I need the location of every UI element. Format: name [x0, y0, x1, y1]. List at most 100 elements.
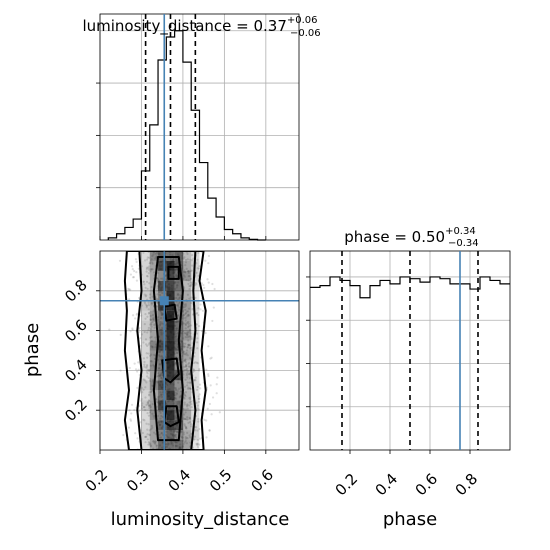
joint-point — [156, 414, 160, 418]
joint-density-cell-1-10 — [149, 340, 159, 351]
joint-point — [211, 396, 215, 399]
joint-point — [148, 404, 151, 407]
joint-point — [154, 343, 158, 346]
joint-point — [150, 268, 153, 271]
joint-point — [134, 258, 138, 261]
joint-density-cell-0-18 — [141, 260, 150, 271]
joint-point — [185, 372, 189, 375]
joint-point — [143, 365, 146, 368]
joint-point — [184, 439, 187, 443]
joint-point — [196, 442, 199, 445]
joint-point — [186, 332, 189, 335]
joint-point — [145, 304, 148, 307]
joint-point — [151, 378, 155, 381]
joint-point — [184, 308, 187, 312]
joint-point — [144, 313, 147, 316]
joint-point — [153, 431, 156, 434]
joint-point — [178, 396, 181, 399]
joint-point — [213, 287, 216, 291]
joint-point — [188, 434, 191, 437]
joint-point — [175, 296, 178, 300]
joint-point — [184, 264, 187, 267]
joint-point — [183, 423, 186, 426]
joint-point — [178, 302, 181, 305]
phase-xtick-label-2: 0.6 — [412, 470, 442, 500]
joint-point — [208, 429, 211, 432]
joint-point — [187, 279, 190, 282]
joint-point — [145, 266, 148, 269]
joint-point — [134, 368, 138, 371]
joint-point — [147, 352, 150, 355]
joint-point — [188, 381, 191, 384]
joint-point — [129, 419, 133, 422]
joint-point — [152, 317, 155, 320]
joint-point — [146, 433, 149, 436]
joint-point — [160, 431, 163, 435]
joint-point — [150, 389, 154, 392]
joint-point — [185, 442, 188, 445]
joint-point — [176, 430, 179, 434]
joint-point — [140, 397, 143, 401]
joint-point — [175, 430, 179, 433]
joint-density-cell-6-16 — [191, 280, 200, 291]
joint-point — [180, 430, 183, 433]
joint-point — [147, 267, 151, 270]
joint-contour-3 — [163, 405, 180, 428]
joint-point — [159, 436, 163, 439]
joint-point — [158, 433, 161, 437]
joint-point — [129, 330, 132, 333]
joint-point — [151, 412, 154, 415]
joint-point — [153, 323, 156, 326]
joint-point — [182, 306, 185, 309]
joint-point — [187, 325, 190, 329]
joint-point — [186, 310, 190, 313]
joint-frame — [99, 250, 300, 451]
joint-point — [151, 295, 154, 298]
joint-point — [198, 369, 201, 372]
joint-point — [197, 408, 201, 411]
joint-point — [184, 426, 187, 429]
joint-density-cell-0-12 — [141, 320, 150, 331]
joint-point — [185, 351, 188, 355]
joint-point — [196, 407, 199, 410]
joint-point — [119, 369, 122, 372]
joint-point — [184, 358, 187, 361]
joint-density-cell-0-10 — [141, 340, 150, 351]
joint-point — [188, 347, 192, 350]
joint-point — [148, 311, 151, 314]
joint-point — [127, 287, 130, 291]
joint-point — [148, 441, 151, 445]
joint-point — [148, 406, 151, 410]
joint-point — [203, 418, 206, 421]
joint-point — [152, 364, 155, 367]
joint-point — [183, 274, 186, 277]
joint-point — [182, 270, 185, 273]
joint-point — [174, 389, 178, 392]
joint-point — [185, 332, 188, 335]
joint-density-cell-0-4 — [141, 400, 150, 411]
joint-point — [130, 265, 134, 268]
joint-density-cell-5-5 — [182, 390, 192, 401]
joint-point — [150, 301, 153, 305]
joint-point — [131, 327, 134, 330]
joint-point — [194, 282, 197, 285]
joint-point — [144, 379, 147, 382]
joint-point — [182, 317, 185, 320]
joint-point — [198, 367, 201, 371]
joint-point — [152, 253, 155, 256]
joint-point — [184, 271, 187, 274]
joint-point — [146, 363, 149, 367]
joint-point — [190, 403, 193, 406]
joint-point — [183, 345, 186, 348]
joint-point — [187, 314, 190, 317]
joint-point — [187, 361, 191, 364]
joint-point — [188, 416, 191, 419]
joint-point — [149, 330, 152, 333]
joint-point — [149, 260, 152, 263]
joint-point — [183, 365, 186, 369]
joint-point — [129, 273, 132, 276]
joint-point — [188, 284, 191, 288]
joint-point — [188, 329, 192, 332]
joint-x-tick-labels: 0.2 0.3 0.4 0.5 0.6 — [82, 466, 277, 496]
joint-point — [187, 343, 191, 346]
